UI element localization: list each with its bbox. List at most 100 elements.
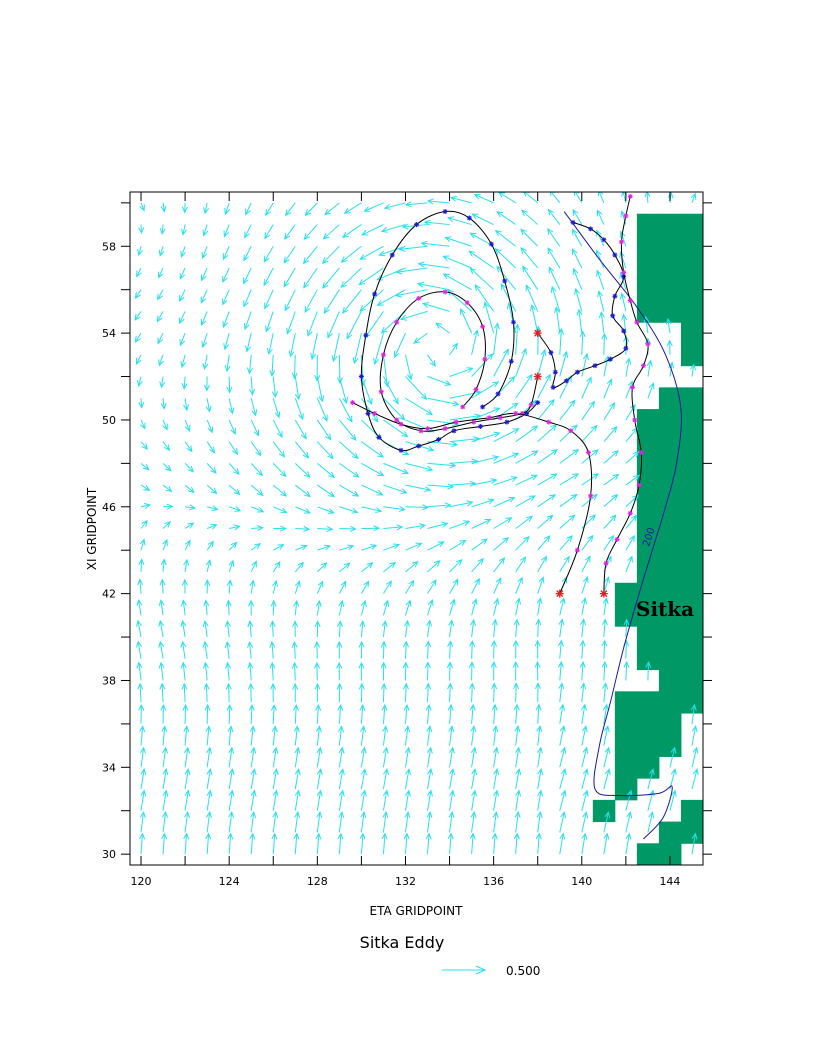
velocity-vector-head xyxy=(134,313,141,321)
velocity-vector xyxy=(342,289,362,314)
velocity-vector xyxy=(162,441,170,451)
velocity-vector-head xyxy=(181,228,188,236)
velocity-vector-head xyxy=(587,534,594,542)
velocity-vector xyxy=(471,558,484,573)
velocity-vector xyxy=(449,641,451,659)
velocity-vector xyxy=(272,705,275,724)
velocity-vector-head xyxy=(243,254,250,262)
velocity-vector-head xyxy=(277,431,283,439)
drifter-tracks xyxy=(350,193,651,598)
velocity-vector-head xyxy=(581,832,588,840)
velocity-vector-head xyxy=(189,504,197,511)
velocity-vector-head xyxy=(442,255,450,262)
track-point xyxy=(466,215,472,221)
velocity-vector xyxy=(404,620,409,638)
velocity-vector xyxy=(603,640,606,659)
velocity-vector-head xyxy=(358,279,366,286)
land-mask xyxy=(592,213,703,865)
velocity-vector-head xyxy=(233,468,240,476)
velocity-vector xyxy=(493,833,496,855)
velocity-vector-head xyxy=(320,562,328,569)
track-point xyxy=(618,239,624,245)
velocity-vector-head xyxy=(513,703,520,711)
velocity-vector-head xyxy=(286,327,292,335)
velocity-vector xyxy=(161,579,164,594)
velocity-vector-head xyxy=(205,725,212,733)
velocity-vector xyxy=(603,426,618,442)
track-point-star xyxy=(552,369,558,375)
track-point-star xyxy=(612,252,618,258)
velocity-vector-head xyxy=(486,353,494,360)
y-tick-label: 34 xyxy=(102,761,116,774)
velocity-vector xyxy=(307,311,318,337)
velocity-vector xyxy=(265,311,274,332)
velocity-vector-head xyxy=(491,832,498,840)
velocity-vector xyxy=(268,333,274,354)
velocity-vector xyxy=(515,474,538,486)
track-point-star xyxy=(513,410,519,416)
velocity-vector xyxy=(559,812,565,833)
velocity-vector xyxy=(381,224,406,232)
velocity-vector xyxy=(581,514,596,529)
velocity-vector xyxy=(228,705,231,724)
velocity-vector xyxy=(140,520,148,529)
velocity-vector-head xyxy=(477,557,484,565)
track-point xyxy=(621,269,627,275)
velocity-vector xyxy=(293,354,296,379)
land-cell xyxy=(636,278,660,302)
velocity-vector-head xyxy=(469,832,476,840)
land-cell xyxy=(658,278,682,302)
velocity-vector-head xyxy=(525,284,532,292)
velocity-vector xyxy=(244,311,252,330)
velocity-vector-head xyxy=(514,725,521,733)
track-point-star xyxy=(621,269,627,275)
velocity-vector-head xyxy=(531,425,539,432)
velocity-vector-head xyxy=(406,373,413,381)
velocity-vector xyxy=(471,726,475,746)
track-point xyxy=(497,415,503,421)
velocity-vector xyxy=(484,302,495,334)
velocity-vector-head xyxy=(142,463,150,471)
track-point xyxy=(535,400,541,406)
velocity-vector-head xyxy=(442,273,450,280)
velocity-vector-head xyxy=(293,832,300,840)
velocity-vector xyxy=(140,726,144,746)
velocity-vector-head xyxy=(271,832,278,840)
velocity-vector xyxy=(162,769,167,790)
velocity-vector-head xyxy=(271,390,278,398)
velocity-vector-head xyxy=(226,703,233,711)
velocity-vector xyxy=(228,542,237,551)
velocity-vector-head xyxy=(480,538,488,545)
velocity-vector-head xyxy=(392,397,399,405)
land-cell xyxy=(614,778,638,801)
velocity-vector xyxy=(361,224,384,236)
velocity-vector xyxy=(250,463,263,476)
track-point xyxy=(473,387,479,393)
velocity-vector-head xyxy=(424,486,432,493)
velocity-vector xyxy=(383,484,407,494)
land-cell xyxy=(658,387,682,410)
velocity-vector-head xyxy=(403,703,410,711)
velocity-vector-head xyxy=(474,577,480,585)
velocity-vector xyxy=(136,267,142,277)
velocity-vector-head xyxy=(360,599,367,607)
velocity-vector-head xyxy=(648,382,655,390)
track-point xyxy=(453,419,459,425)
velocity-vector-head xyxy=(495,577,502,585)
velocity-vector-head xyxy=(521,347,527,356)
velocity-vector xyxy=(346,311,362,339)
velocity-vector xyxy=(162,202,165,212)
velocity-vector-head xyxy=(425,640,432,648)
velocity-vector-head xyxy=(143,485,151,492)
velocity-vector-head xyxy=(157,337,163,345)
velocity-vector xyxy=(597,210,605,225)
velocity-vector-head xyxy=(248,703,255,711)
velocity-vector xyxy=(471,499,494,508)
velocity-vector-head xyxy=(223,343,230,351)
velocity-vector-head xyxy=(630,514,638,522)
velocity-vector-head xyxy=(631,427,639,435)
velocity-vector-head xyxy=(498,192,505,198)
velocity-vector-head xyxy=(160,205,167,213)
velocity-vector xyxy=(471,769,476,790)
velocity-vector-head xyxy=(325,433,332,441)
